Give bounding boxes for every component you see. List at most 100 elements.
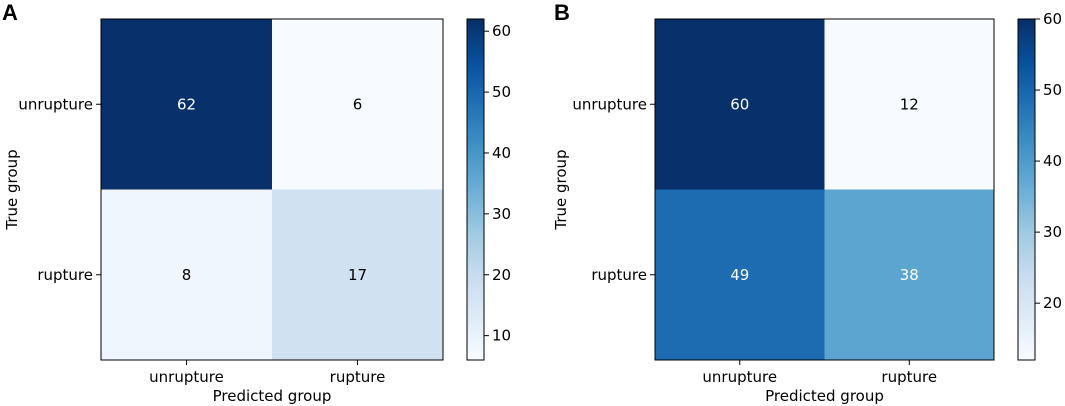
heatmap-cell [101,189,272,360]
colorbar-segment [467,340,484,344]
colorbar-segment [467,101,484,105]
colorbar-segment [1018,198,1035,202]
colorbar-segment [1018,263,1035,267]
colorbar-segment [467,274,484,279]
colorbar-segment [467,220,484,225]
colorbar-segment [1018,132,1035,137]
colorbar-segment [1018,152,1035,156]
colorbar-segment [467,121,484,125]
heatmap-cell [824,189,994,360]
y-tick-label: unrupture [18,95,93,113]
colorbar-segment [467,109,484,114]
colorbar-segment [467,354,484,358]
colorbar-segment [467,118,484,122]
panel-letter: A [2,0,18,25]
colorbar-segment [467,351,484,355]
colorbar-segment [1018,30,1035,34]
colorbar-segment [1018,121,1035,125]
colorbar-segment [467,294,484,299]
colorbar-segment [1018,237,1035,242]
colorbar-segment [467,254,484,259]
colorbar-segment [467,70,484,74]
colorbar-segment [467,178,484,182]
colorbar-segment [467,311,484,316]
colorbar-tick-label: 20 [492,266,511,284]
colorbar-segment [1018,243,1035,247]
colorbar-segment [1018,81,1035,85]
colorbar-segment [1018,257,1035,262]
colorbar-tick-label: 40 [492,144,511,162]
cell-value-label: 17 [348,266,367,284]
colorbar-segment [467,271,484,276]
x-tick-label: rupture [330,368,386,386]
colorbar-segment [467,92,484,97]
colorbar-segment [467,144,484,148]
cell-value-label: 62 [177,95,196,113]
colorbar-segment [467,288,484,293]
colorbar-segment [1018,232,1035,236]
colorbar-segment [467,124,484,128]
colorbar-segment [1018,169,1035,174]
colorbar-segment [467,237,484,242]
colorbar-segment [467,19,484,23]
colorbar-segment [1018,64,1035,68]
colorbar-segment [467,226,484,230]
colorbar-segment [467,342,484,347]
colorbar-segment [1018,163,1035,168]
colorbar-segment [1018,195,1035,199]
colorbar-segment [1018,220,1035,225]
colorbar-segment [467,61,484,66]
colorbar-segment [1018,215,1035,219]
colorbar-segment [1018,252,1035,256]
axes-frame [654,18,995,361]
colorbar-segment [467,328,484,333]
colorbar-segment [467,303,484,307]
colorbar-segment [467,280,484,284]
colorbar-segment [1018,306,1035,310]
colorbar-segment [1018,61,1035,66]
colorbar-tick-label: 50 [492,83,511,101]
colorbar-segment [1018,266,1035,270]
y-tick-label: unrupture [572,95,647,113]
colorbar-segment [1018,166,1035,171]
colorbar-segment [467,58,484,63]
colorbar-segment [1018,161,1035,165]
colorbar-segment [467,334,484,338]
x-axis-label: Predicted group [213,387,332,405]
colorbar-segment [467,269,484,273]
colorbar-segment [1018,149,1035,154]
axes-frame [100,18,444,361]
colorbar-segment [1018,75,1035,80]
colorbar-segment [1018,354,1035,358]
colorbar-segment [1018,277,1035,282]
colorbar-segment [467,306,484,310]
colorbar-segment [1018,246,1035,250]
colorbar-segment [1018,172,1035,176]
colorbar-segment [1018,209,1035,213]
cell-value-label: 38 [900,266,919,284]
colorbar-segment [1018,325,1035,330]
cell-value-label: 49 [730,266,749,284]
colorbar-segment [467,192,484,196]
colorbar-segment [467,345,484,350]
colorbar-segment [1018,24,1035,29]
colorbar-segment [1018,92,1035,97]
colorbar-segment [467,78,484,83]
colorbar-segment [467,75,484,80]
colorbar-segment [467,223,484,228]
colorbar-segment [1018,323,1035,327]
colorbar-segment [1018,351,1035,355]
colorbar-segment [1018,55,1035,60]
colorbar-segment [467,138,484,142]
colorbar-segment [1018,126,1035,131]
colorbar-segment [467,163,484,168]
colorbar-segment [1018,118,1035,122]
colorbar-segment [1018,58,1035,63]
x-tick-label: rupture [881,368,937,386]
colorbar-segment [467,206,484,210]
colorbar-segment [467,90,484,94]
colorbar: 10 20 30 40 50 60 [466,18,511,361]
colorbar-segment [1018,50,1035,54]
colorbar-segment [1018,348,1035,353]
colorbar-segment [467,115,484,120]
